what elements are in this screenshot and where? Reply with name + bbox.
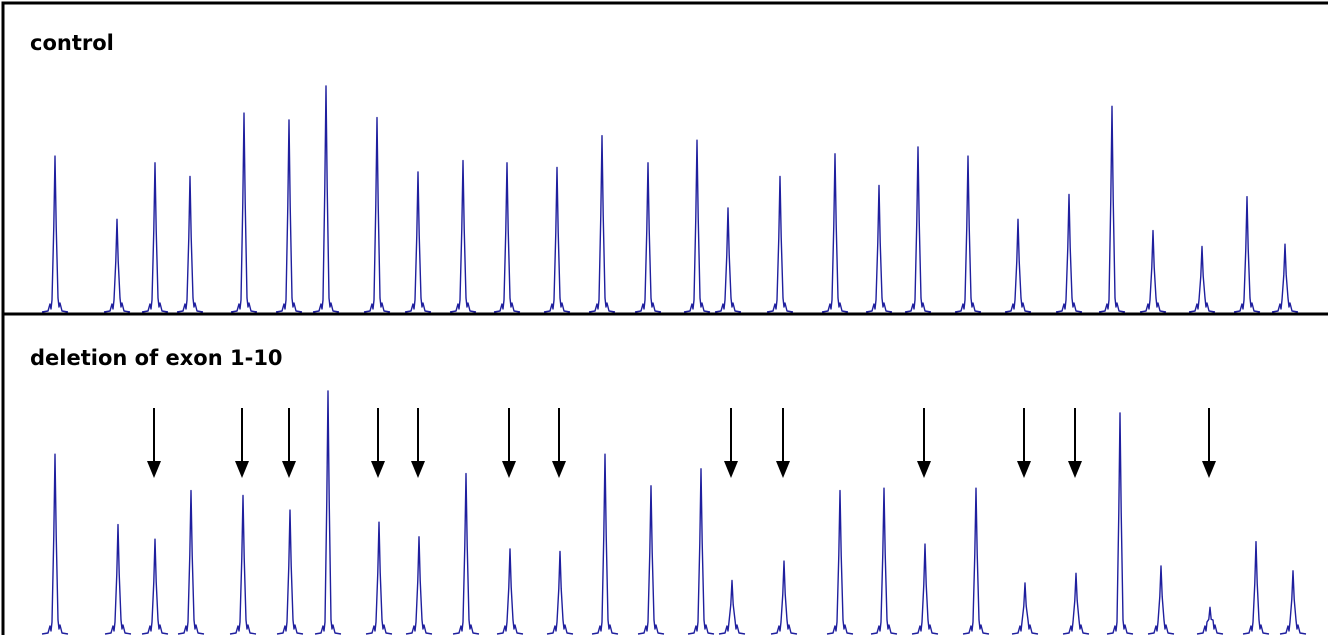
deletion-trace-group (41, 390, 1307, 635)
control-peak-21 (954, 155, 982, 313)
arrow-head (371, 461, 385, 478)
deletion-peak-28 (1279, 570, 1307, 635)
deletion-peak-8 (365, 521, 393, 635)
deletion-peak-16 (718, 579, 746, 635)
control-peak-16 (714, 207, 742, 313)
deletion-peak-5 (229, 494, 257, 635)
arrow-head (147, 461, 161, 478)
deletion-peak-24 (1106, 412, 1134, 635)
deletion-peak-27 (1242, 541, 1270, 635)
deletion-peak-4 (177, 489, 205, 635)
deletion-peak-14 (637, 485, 665, 635)
deletion-peak-2 (104, 523, 132, 635)
deletion-arrow-9 (776, 408, 790, 478)
control-peak-23 (1055, 193, 1083, 313)
deletion-peak-19 (870, 487, 898, 635)
control-peak-5 (230, 112, 258, 313)
control-peak-6 (275, 119, 303, 313)
deletion-peak-13 (591, 453, 619, 635)
control-peak-27 (1233, 195, 1261, 313)
deletion-peak-10 (452, 472, 480, 635)
arrow-head (724, 461, 738, 478)
arrow-head (411, 461, 425, 478)
control-peak-12 (543, 166, 571, 313)
arrow-head (502, 461, 516, 478)
deletion-peak-17 (770, 560, 798, 635)
deletion-peak-22 (1011, 582, 1039, 635)
deletion-arrow-group (147, 408, 1216, 478)
deletion-peak-11 (496, 548, 524, 635)
control-peak-2 (103, 218, 131, 313)
arrow-head (552, 461, 566, 478)
deletion-arrow-4 (371, 408, 385, 478)
control-peak-19 (865, 184, 893, 313)
control-peak-9 (404, 171, 432, 313)
arrow-head (1068, 461, 1082, 478)
arrow-head (776, 461, 790, 478)
control-peak-11 (493, 162, 521, 313)
deletion-arrow-7 (552, 408, 566, 478)
deletion-peak-23 (1062, 572, 1090, 635)
deletion-peak-1 (41, 453, 69, 635)
deletion-arrow-12 (1068, 408, 1082, 478)
deletion-peak-15 (687, 468, 715, 635)
deletion-arrow-6 (502, 408, 516, 478)
deletion-arrow-8 (724, 408, 738, 478)
deletion-arrow-1 (147, 408, 161, 478)
deletion-peak-3 (141, 538, 169, 635)
deletion-arrow-13 (1202, 408, 1216, 478)
control-peak-17 (766, 175, 794, 313)
control-trace-group (41, 85, 1299, 313)
deletion-arrow-10 (917, 408, 931, 478)
deletion-arrow-5 (411, 408, 425, 478)
control-peak-1 (41, 155, 69, 313)
control-peak-18 (821, 153, 849, 313)
control-peak-26 (1188, 245, 1216, 313)
deletion-peak-7 (314, 390, 342, 635)
control-peak-24 (1098, 105, 1126, 313)
control-peak-3 (141, 162, 169, 313)
control-peak-14 (634, 162, 662, 313)
deletion-peak-21 (962, 487, 990, 635)
control-peak-8 (363, 116, 391, 313)
arrow-head (1202, 461, 1216, 478)
arrow-head (235, 461, 249, 478)
control-peak-10 (449, 159, 477, 313)
deletion-arrow-11 (1017, 408, 1031, 478)
deletion-peak-20 (911, 543, 939, 635)
control-peak-25 (1139, 229, 1167, 313)
control-panel-title: control (30, 31, 114, 55)
deletion-arrow-3 (282, 408, 296, 478)
deletion-peak-18 (826, 489, 854, 635)
deletion-peak-25 (1147, 565, 1175, 635)
control-peak-22 (1004, 218, 1032, 313)
arrow-head (917, 461, 931, 478)
deletion-panel-title: deletion of exon 1-10 (30, 346, 283, 370)
arrow-head (282, 461, 296, 478)
control-peak-15 (683, 139, 711, 313)
deletion-arrow-2 (235, 408, 249, 478)
control-peak-13 (588, 134, 616, 313)
deletion-peak-6 (276, 509, 304, 635)
arrow-head (1017, 461, 1031, 478)
deletion-peak-12 (546, 550, 574, 635)
control-peak-28 (1271, 243, 1299, 313)
control-peak-7 (312, 85, 340, 313)
deletion-peak-9 (405, 536, 433, 635)
control-peak-4 (176, 175, 204, 313)
deletion-peak-26 (1196, 606, 1224, 635)
control-peak-20 (904, 146, 932, 313)
